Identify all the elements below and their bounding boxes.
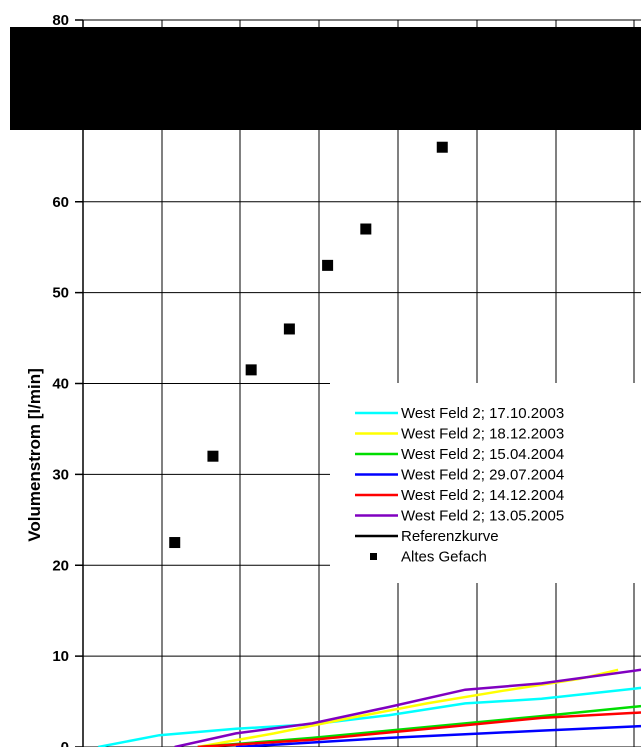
legend: West Feld 2; 17.10.2003 West Feld 2; 18.1… xyxy=(330,383,641,583)
data-point xyxy=(322,259,334,271)
series-line-3 xyxy=(235,724,641,749)
legend-marker xyxy=(370,553,377,560)
y-tick-label: 10 xyxy=(52,648,69,665)
data-point xyxy=(169,537,181,549)
legend-label: Referenzkurve xyxy=(401,528,499,545)
data-point xyxy=(436,141,448,153)
legend-label: West Feld 2; 17.10.2003 xyxy=(401,405,564,422)
y-tick-label: 40 xyxy=(52,376,69,393)
series-layer xyxy=(98,668,641,749)
legend-label: West Feld 2; 13.05.2005 xyxy=(401,508,564,525)
series-line-4 xyxy=(197,711,641,749)
data-point xyxy=(245,364,257,376)
y-tick-label: 20 xyxy=(52,557,69,574)
legend-label: West Feld 2; 18.12.2003 xyxy=(401,426,564,443)
data-point xyxy=(360,223,372,235)
series-line-5 xyxy=(174,668,641,749)
legend-label: West Feld 2; 15.04.2004 xyxy=(401,446,564,463)
y-tick-label: 50 xyxy=(52,285,69,302)
y-tick-label: 80 xyxy=(52,12,69,29)
legend-box xyxy=(330,383,641,583)
legend-label: West Feld 2; 14.12.2004 xyxy=(401,487,564,504)
legend-label: Altes Gefach xyxy=(401,549,487,566)
data-point xyxy=(207,450,219,462)
series-line-2 xyxy=(197,704,641,749)
series-line-0 xyxy=(98,686,641,749)
legend-label: West Feld 2; 29.07.2004 xyxy=(401,467,564,484)
y-axis-label: Volumenstrom [l/min] xyxy=(25,368,44,541)
y-tick-label: 30 xyxy=(52,466,69,483)
y-tick-label: 0 xyxy=(61,739,69,747)
data-point xyxy=(283,323,295,335)
y-tick-label: 60 xyxy=(52,194,69,211)
redaction-bar xyxy=(10,27,641,130)
